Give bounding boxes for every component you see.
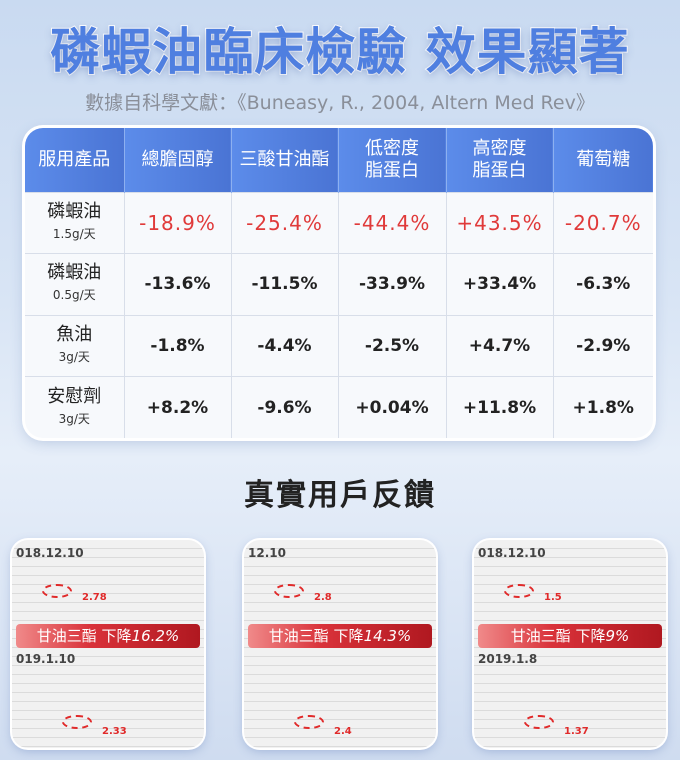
value-cell: -2.9% [553,314,653,377]
highlight-circle [274,584,304,598]
product-name: 磷蝦油 [47,262,102,284]
result-banner: 甘油三酯 下降14.3% [248,624,432,648]
report-date-before: 12.10 [248,546,286,560]
report-date-after: 019.1.10 [16,652,76,666]
value-after: 1.37 [564,726,589,737]
table-row: 安慰劑 3g/天 +8.2% -9.6% +0.04% +11.8% +1.8% [25,376,653,438]
value-cell: -13.6% [124,253,232,316]
table-row: 磷蝦油 1.5g/天 -18.9% -25.4% -44.4% +43.5% -20.7% [25,191,653,254]
clinical-results-table: 服用產品 總膽固醇 三酸甘油酯 低密度 脂蛋白 高密度 脂蛋白 葡萄糖 磷蝦油 1.5g/天… [25,128,653,438]
value-cell: -2.5% [338,314,447,377]
column-header: 服用產品 [25,128,125,192]
lab-report-photo: 018.12.10 1.5 甘油三酯 下降9% 2019.1.8 1.37 [474,540,666,748]
value-cell: -11.5% [231,253,339,316]
value-cell: +33.4% [446,253,554,316]
value-cell: -4.4% [231,314,339,377]
report-date-after: 2019.1.8 [478,652,538,666]
value-cell: +8.2% [124,376,232,438]
value-cell: +0.04% [338,376,447,438]
product-cell: 磷蝦油 0.5g/天 [25,253,125,316]
column-header: 高密度 脂蛋白 [446,128,554,192]
page-title: 磷蝦油臨床檢驗 效果顯著 [49,22,630,82]
column-header: 三酸甘油酯 [231,128,339,192]
lab-report-photo: 12.10 2.8 甘油三酯 下降14.3% 2.4 [244,540,436,748]
highlight-circle [62,715,92,729]
report-date-before: 018.12.10 [478,546,546,560]
value-cell: -25.4% [231,191,339,254]
banner-percent: 14.3% [363,627,412,645]
product-dose: 0.5g/天 [52,288,96,303]
source-citation: 數據自科學文獻：《Buneasy, R., 2004, Altern Med R… [85,92,595,114]
product-cell: 磷蝦油 1.5g/天 [25,191,125,254]
column-header: 總膽固醇 [124,128,232,192]
highlight-circle [504,584,534,598]
value-cell: +43.5% [446,191,554,254]
value-before: 2.78 [82,592,107,603]
banner-percent: 16.2% [131,627,180,645]
banner-label: 甘油三酯 下降 [36,627,132,645]
product-dose: 3g/天 [58,411,90,426]
highlight-circle [294,715,324,729]
column-header: 低密度 脂蛋白 [338,128,447,192]
value-cell: -9.6% [231,376,339,438]
value-after: 2.33 [102,726,127,737]
product-cell: 安慰劑 3g/天 [25,376,125,438]
banner-label: 甘油三酯 下降 [268,627,364,645]
result-banner: 甘油三酯 下降9% [478,624,662,648]
value-cell: -33.9% [338,253,447,316]
table-row: 魚油 3g/天 -1.8% -4.4% -2.5% +4.7% -2.9% [25,314,653,377]
value-cell: -20.7% [553,191,653,254]
result-banner: 甘油三酯 下降16.2% [16,624,200,648]
value-cell: +11.8% [446,376,554,438]
value-before: 1.5 [544,592,562,603]
product-dose: 3g/天 [58,350,90,365]
value-cell: -44.4% [338,191,447,254]
value-cell: -18.9% [124,191,232,254]
lab-report-photo: 018.12.10 2.78 甘油三酯 下降16.2% 019.1.10 2.3… [12,540,204,748]
column-header: 葡萄糖 [553,128,653,192]
banner-label: 甘油三酯 下降 [510,627,606,645]
product-name: 磷蝦油 [47,200,102,222]
highlight-circle [42,584,72,598]
product-name: 安慰劑 [47,385,102,407]
highlight-circle [524,715,554,729]
banner-percent: 9% [605,627,630,645]
value-after: 2.4 [334,726,352,737]
value-cell: -1.8% [124,314,232,377]
value-cell: -6.3% [553,253,653,316]
report-date-before: 018.12.10 [16,546,84,560]
value-before: 2.8 [314,592,332,603]
table-row: 磷蝦油 0.5g/天 -13.6% -11.5% -33.9% +33.4% -6.3% [25,253,653,316]
section-title: 真實用戶反饋 [244,478,436,513]
product-dose: 1.5g/天 [52,226,96,241]
product-name: 魚油 [56,324,93,346]
product-cell: 魚油 3g/天 [25,314,125,377]
value-cell: +4.7% [446,314,554,377]
value-cell: +1.8% [553,376,653,438]
